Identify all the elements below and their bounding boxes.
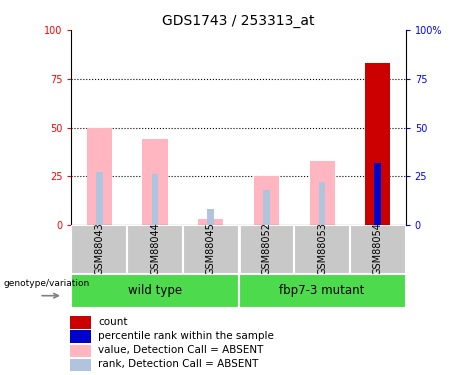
Title: GDS1743 / 253313_at: GDS1743 / 253313_at — [162, 13, 315, 28]
Bar — [207, 209, 214, 225]
Text: GSM88045: GSM88045 — [206, 222, 216, 275]
Bar — [350, 225, 406, 274]
Bar — [183, 225, 238, 274]
Bar — [96, 172, 103, 225]
Text: genotype/variation: genotype/variation — [4, 279, 90, 288]
Bar — [152, 174, 159, 225]
Text: count: count — [98, 317, 128, 327]
Bar — [374, 163, 381, 225]
Bar — [294, 225, 350, 274]
Bar — [70, 345, 91, 357]
Text: GSM88054: GSM88054 — [373, 222, 383, 275]
Bar — [198, 219, 223, 225]
Bar — [238, 225, 294, 274]
Bar — [70, 330, 91, 343]
Bar — [142, 139, 167, 225]
Text: value, Detection Call = ABSENT: value, Detection Call = ABSENT — [98, 345, 264, 355]
Text: percentile rank within the sample: percentile rank within the sample — [98, 331, 274, 341]
Text: GSM88043: GSM88043 — [95, 222, 104, 275]
Bar — [127, 225, 183, 274]
Text: GSM88052: GSM88052 — [261, 222, 272, 275]
Bar — [87, 128, 112, 225]
Bar — [71, 225, 127, 274]
Text: rank, Detection Call = ABSENT: rank, Detection Call = ABSENT — [98, 359, 259, 369]
Bar — [71, 274, 239, 308]
Text: fbp7-3 mutant: fbp7-3 mutant — [279, 284, 365, 297]
Bar — [70, 358, 91, 371]
Bar — [70, 316, 91, 329]
Text: GSM88044: GSM88044 — [150, 222, 160, 275]
Bar — [319, 182, 325, 225]
Bar — [263, 190, 270, 225]
Bar — [254, 176, 279, 225]
Bar — [365, 63, 390, 225]
Bar — [238, 274, 406, 308]
Text: GSM88053: GSM88053 — [317, 222, 327, 275]
Text: wild type: wild type — [128, 284, 182, 297]
Bar — [310, 160, 335, 225]
